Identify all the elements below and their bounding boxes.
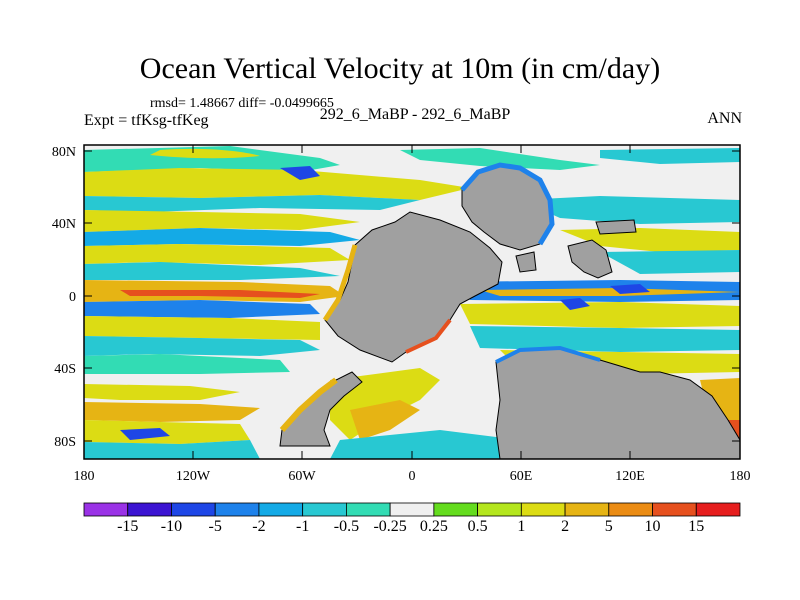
field-patch — [84, 420, 250, 444]
field-patch — [279, 377, 338, 433]
lat-label: 40S — [54, 362, 76, 377]
colorbar-level-label: 10 — [645, 518, 661, 535]
colorbar-level-label: -0.25 — [373, 518, 406, 535]
stats-label: rmsd= 1.48667 diff= -0.0499665 — [150, 96, 334, 111]
lon-label: 120E — [615, 469, 645, 484]
field-patch — [84, 168, 470, 200]
lon-label: 180 — [730, 469, 751, 484]
field-patch — [84, 146, 340, 172]
colorbar-level-label: 1 — [517, 518, 525, 535]
field-patch — [84, 244, 350, 265]
field-patch — [84, 300, 320, 318]
colorbar-swatch — [433, 502, 478, 517]
field-patch — [600, 250, 740, 274]
field-patch — [460, 162, 555, 246]
coastal-bands — [279, 162, 601, 433]
lon-label: 180 — [74, 469, 95, 484]
field-patch — [84, 354, 290, 374]
field-patch — [84, 384, 240, 400]
field-patch — [84, 336, 320, 356]
field-patch — [610, 284, 650, 294]
lon-label: 120W — [176, 469, 211, 484]
land-island-northeast — [595, 219, 637, 235]
field-patch — [330, 430, 520, 459]
colorbar-level-label: -10 — [161, 518, 182, 535]
colorbar-level-label: 0.25 — [420, 518, 448, 535]
field-patch — [600, 148, 740, 164]
field-patch — [520, 196, 740, 224]
lat-label: 40N — [52, 217, 76, 232]
lat-label: 80S — [54, 435, 76, 450]
colorbar-level-label: 15 — [688, 518, 704, 535]
colorbar-level-label: -0.5 — [334, 518, 359, 535]
colorbar-labels: -15 -10 -5 -2 -1 -0.5 -0.25 0.25 0.5 1 2 5 10 15 — [117, 518, 704, 535]
colorbar-level-label: -2 — [252, 518, 265, 535]
axis-ticks — [84, 145, 740, 459]
field-patch — [460, 302, 740, 328]
colorbar-swatch — [171, 502, 216, 517]
field-patch — [84, 316, 320, 340]
colorbar-level-label: -5 — [209, 518, 222, 535]
colorbar-swatch — [564, 502, 610, 517]
lon-label: 60W — [288, 469, 316, 484]
field-patch — [560, 298, 590, 310]
field-patch — [322, 244, 358, 322]
field-patch — [120, 428, 170, 440]
field-patch — [84, 402, 260, 422]
colorbar — [83, 502, 741, 517]
lat-label: 80N — [52, 145, 76, 160]
land-island-east — [567, 239, 613, 279]
map-title: Ocean Vertical Velocity at 10m (in cm/da… — [139, 52, 661, 85]
field-patch — [280, 166, 320, 180]
land-island-small — [515, 251, 537, 273]
comparison-label: 292_6_MaBP - 292_6_MaBP — [319, 106, 511, 123]
colorbar-swatch — [345, 502, 391, 517]
colorbar-swatch — [83, 502, 129, 517]
field-patch — [495, 345, 601, 364]
lat-label: 0 — [69, 290, 76, 305]
season-label: ANN — [707, 110, 742, 127]
field-patch — [405, 318, 452, 354]
colorbar-level-label: 5 — [605, 518, 613, 535]
field-patch — [400, 148, 600, 170]
colorbar-swatch — [214, 502, 260, 517]
field-patch — [84, 228, 360, 246]
colorbar-swatch — [608, 502, 653, 517]
field-patch — [84, 440, 260, 459]
field-patch — [84, 262, 340, 280]
field-patch — [480, 288, 740, 296]
field-patch — [470, 326, 740, 352]
field-patch — [150, 148, 260, 159]
field-patch — [84, 210, 360, 232]
field-patch — [120, 290, 320, 298]
field-patch — [350, 400, 420, 440]
colorbar-swatch — [695, 502, 741, 517]
colorbar-swatch — [652, 502, 697, 517]
colorbar-level-label: -1 — [296, 518, 309, 535]
colorbar-swatch — [389, 502, 435, 517]
land-masses — [279, 164, 740, 459]
colorbar-swatch — [258, 502, 304, 517]
colorbar-level-label: 2 — [561, 518, 569, 535]
lon-label: 0 — [409, 469, 416, 484]
colorbar-swatch — [127, 502, 172, 517]
experiment-label: Expt = tfKsg-tfKeg — [84, 112, 209, 129]
field-patch — [84, 195, 420, 212]
colorbar-swatch — [302, 502, 347, 517]
colorbar-swatch — [477, 502, 522, 517]
colorbar-level-label: -15 — [117, 518, 138, 535]
lon-label: 60E — [510, 469, 533, 484]
colorbar-swatch — [520, 502, 566, 517]
colorbar-level-label: 0.5 — [468, 518, 488, 535]
